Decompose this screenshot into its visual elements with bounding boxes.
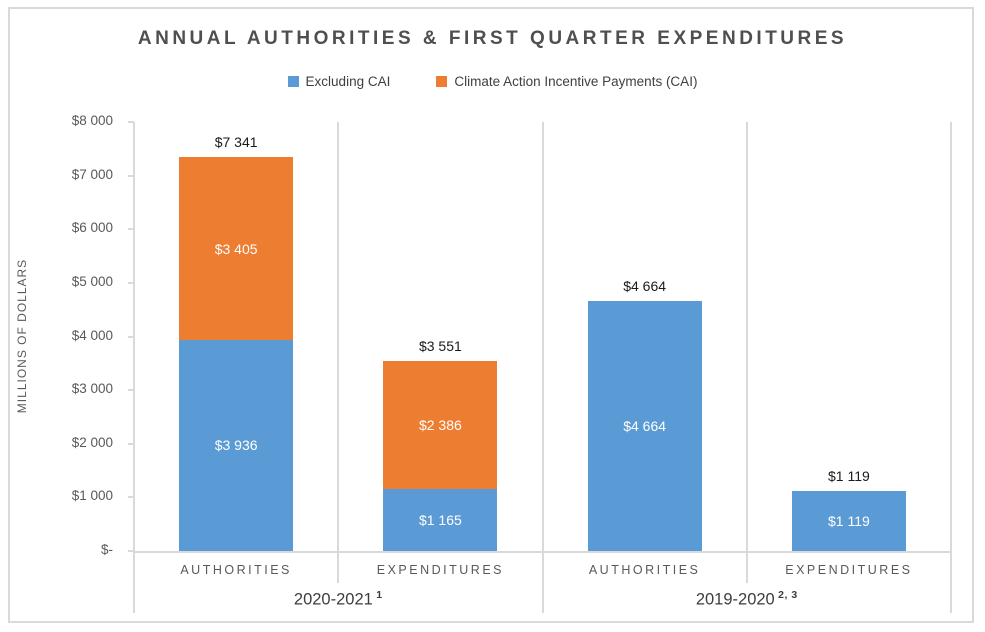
y-axis-tick-label: $2 000 xyxy=(71,434,113,450)
chart-border-frame xyxy=(8,7,974,623)
x-axis-line xyxy=(134,551,951,553)
bar-column: $1 165 $2 386 $3 551 xyxy=(338,122,542,551)
y-axis-tick xyxy=(128,335,134,338)
stacked-bar: $4 664 $4 664 xyxy=(587,278,702,551)
legend-item-cai: Climate Action Incentive Payments (CAI) xyxy=(436,74,697,89)
category-axis-label: EXPENDITURES xyxy=(376,563,504,577)
y-axis-tick-label: $7 000 xyxy=(71,166,113,182)
bar-segment: $3 936 xyxy=(179,339,294,551)
y-axis-tick-label: $6 000 xyxy=(71,220,113,236)
y-axis-tick-label: $3 000 xyxy=(71,381,113,397)
bar-segment: $2 386 xyxy=(383,360,498,489)
legend-swatch-excluding-cai xyxy=(287,76,299,87)
bar-segment: $1 165 xyxy=(383,488,498,551)
category-axis-label: AUTHORITIES xyxy=(588,563,701,577)
bar-segment: $3 405 xyxy=(179,157,294,340)
y-axis-tick-label: $- xyxy=(100,542,113,557)
stacked-bar: $3 936 $3 405 $7 341 xyxy=(179,134,294,551)
bar-segment: $4 664 xyxy=(587,300,702,551)
group-label-superscript: 1 xyxy=(372,589,383,601)
group-label-superscript: 2, 3 xyxy=(774,589,798,601)
y-axis-tick xyxy=(128,389,134,392)
bar-column: $1 119 $1 119 xyxy=(747,122,951,551)
legend: Excluding CAI Climate Action Incentive P… xyxy=(0,74,985,89)
bar-column: $3 936 $3 405 $7 341 xyxy=(134,122,338,551)
bar-segment: $1 119 xyxy=(791,491,906,551)
bar-total-label: $3 551 xyxy=(418,337,462,354)
y-axis-tick xyxy=(128,550,134,552)
chart-title: ANNUAL AUTHORITIES & FIRST QUARTER EXPEN… xyxy=(137,28,848,49)
axis-group-boundary-line xyxy=(541,122,544,613)
category-axis-label: AUTHORITIES xyxy=(180,563,292,577)
axis-category-boundary-line xyxy=(745,122,748,583)
y-axis-tick-label: $1 000 xyxy=(71,488,113,504)
group-axis-label: 2020-2021 1 xyxy=(293,589,383,609)
legend-label-excluding-cai: Excluding CAI xyxy=(305,74,391,89)
group-axis-label: 2019-2020 2, 3 xyxy=(695,589,798,609)
axis-group-boundary-line xyxy=(950,122,952,613)
bar-total-label: $4 664 xyxy=(623,277,667,294)
y-axis-tick-label: $8 000 xyxy=(71,113,113,128)
y-axis-tick xyxy=(128,442,134,445)
axis-category-boundary-line xyxy=(337,122,340,583)
category-axis-label: EXPENDITURES xyxy=(785,563,913,577)
stacked-bar: $1 165 $2 386 $3 551 xyxy=(383,338,498,551)
y-axis-tick xyxy=(128,281,134,284)
stacked-bar: $1 119 $1 119 xyxy=(791,468,906,551)
plot-area: $8 000 $7 000 $6 000 $5 000 $4 000 $3 000 $2 0… xyxy=(72,113,952,613)
legend-label-cai: Climate Action Incentive Payments (CAI) xyxy=(454,74,698,89)
y-axis-tick-label: $4 000 xyxy=(71,327,113,343)
y-axis-tick xyxy=(128,174,134,177)
y-axis-tick-label: $5 000 xyxy=(71,273,113,289)
y-axis-tick xyxy=(128,228,134,231)
axis-group-boundary-line xyxy=(133,122,135,613)
bar-total-label: $1 119 xyxy=(827,468,870,484)
bar-column: $4 664 $4 664 xyxy=(543,122,747,551)
y-axis-tick xyxy=(128,121,134,123)
legend-item-excluding-cai: Excluding CAI xyxy=(287,74,391,89)
bar-total-label: $7 341 xyxy=(214,134,258,151)
legend-swatch-cai xyxy=(436,76,448,87)
y-axis-tick xyxy=(128,496,134,499)
